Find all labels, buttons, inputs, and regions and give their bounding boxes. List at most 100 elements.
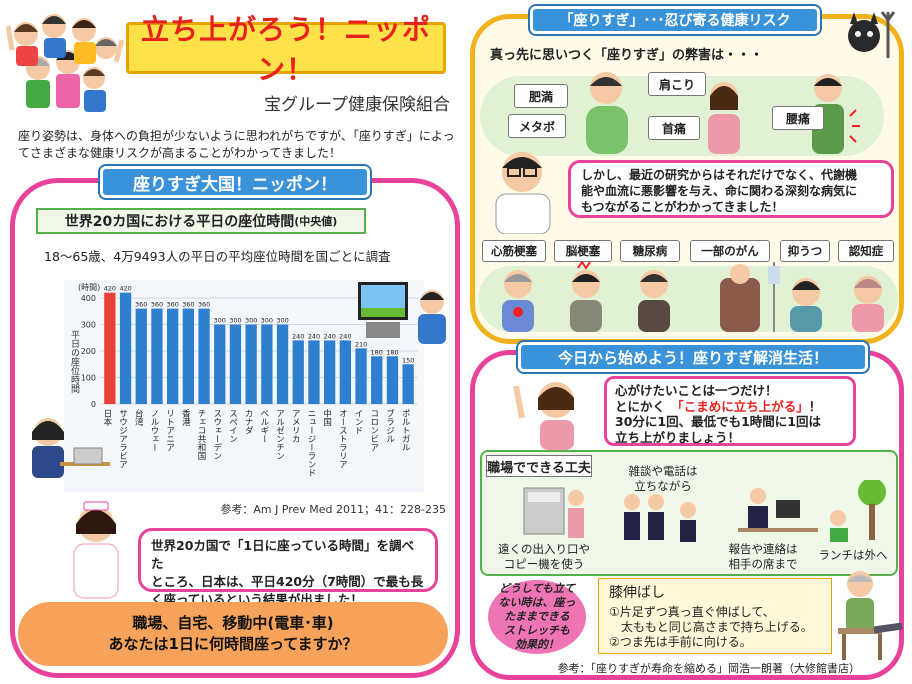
- tip-line: 心がけたいことは一つだけ！: [615, 383, 778, 398]
- oval-line: 職場、自宅、移動中(電車･車): [132, 614, 334, 632]
- chart-bar: [308, 340, 320, 404]
- chart-title-text: 世界20カ国における平日の座位時間: [64, 214, 295, 230]
- chart-category-label: ポルトガル: [400, 409, 410, 452]
- tip-line: 30分に1回、最低でも1時間に1回は: [615, 414, 821, 429]
- chart-value-label: 240: [339, 332, 351, 340]
- chart-value-label: 300: [229, 317, 241, 325]
- work-tip-line: 報告や連絡は: [728, 542, 798, 556]
- tip-prefix: とにかく: [615, 398, 678, 414]
- chart-category-label: チェコ共和国: [196, 409, 206, 461]
- chart-category-label: 日本: [102, 409, 112, 427]
- disease-stroke: 脳梗塞: [554, 240, 612, 262]
- ailment-stiff-shoulders: 肩こり: [648, 72, 706, 96]
- chart-title-suffix: (中央値): [294, 215, 338, 228]
- workplace-tips-title: 職場でできる工夫: [486, 455, 592, 477]
- chart-category-label: ニュージーランド: [306, 409, 316, 477]
- chart-bar: [166, 308, 179, 404]
- chart-value-label: 360: [198, 301, 210, 309]
- family-illustration: [5, 6, 125, 116]
- chart-category-label: 台湾: [133, 408, 143, 427]
- chart-bar: [119, 292, 132, 404]
- chart-value-label: 360: [151, 301, 163, 309]
- chart-category-label: ブラジル: [384, 408, 394, 443]
- stretch-note-line: たままできる: [504, 610, 570, 623]
- stretch-note-line: ストレッチも: [504, 624, 570, 637]
- chart-value-label: 180: [371, 348, 383, 356]
- tip-emphasis: 「こまめに立ち上がる」: [677, 398, 809, 414]
- chart-value-label: 300: [245, 317, 257, 325]
- chart-category-label: オーストラリア: [337, 409, 347, 469]
- disease-myocardial-infarction: 心筋梗塞: [482, 240, 546, 262]
- disease-depression: 抑うつ: [780, 240, 830, 262]
- chart-y-tick: 100: [81, 374, 96, 383]
- ailment-neck-pain: 首痛: [648, 116, 700, 140]
- japan-result-bubble: 世界20カ国で「1日に座っている時間」を調べた ところ、日本は、平日420分（7…: [138, 528, 438, 607]
- chart-value-label: 420: [104, 285, 116, 293]
- chart-value-label: 210: [355, 340, 367, 348]
- sitting-nation-banner: 座りすぎ大国！ニッポン！: [100, 166, 370, 198]
- work-tip-line: 相手の席まで: [728, 557, 798, 571]
- sick-people-illustration: [490, 260, 894, 334]
- work-tip-report-in-person: 報告や連絡は 相手の席まで: [718, 542, 808, 572]
- chart-value-label: 240: [292, 332, 304, 340]
- knee-stretch-box: 膝伸ばし ①片足ずつ真っ直ぐ伸ばして、 太ももと同じ高さまで持ち上げる。 ②つま…: [598, 578, 832, 654]
- chart-bar: [323, 340, 336, 404]
- chart-category-label: カナダ: [243, 409, 253, 435]
- chart-bar: [402, 364, 414, 404]
- chart-value-label: 150: [402, 356, 414, 364]
- chart-category-label: スペイン: [227, 409, 237, 443]
- elderly-stretching-illustration: [830, 566, 904, 662]
- work-tip-line: 雑談や電話は: [628, 464, 698, 478]
- stretch-note-line: ない時は、座っ: [498, 596, 576, 609]
- chart-value-label: 360: [182, 301, 194, 309]
- ailment-obesity: 肥満: [514, 84, 568, 108]
- ailment-metabolic: メタボ: [508, 114, 566, 138]
- chart-reference: 参考：Am J Prev Med 2011；41：228-235: [220, 503, 446, 516]
- chart-value-label: 420: [119, 285, 131, 293]
- knee-stretch-step: ①片足ずつ真っ直ぐ伸ばして、: [609, 605, 775, 619]
- stretch-note-bubble: どうしても立て ない時は、座っ たままできる ストレッチも 効果的！: [488, 580, 586, 654]
- chart-bar: [245, 324, 257, 404]
- chart-bar: [261, 324, 273, 404]
- serious-disease-bubble: しかし、最近の研究からはそれだけでなく、代謝機 能や血流に悪影響を与え、命に関わ…: [568, 160, 894, 218]
- intro-text: 座り姿勢は、身体への負担が少ないように思われがちですが、「座りすぎ」によってさま…: [18, 129, 455, 160]
- chart-value-label: 240: [308, 332, 320, 340]
- question-oval: 職場、自宅、移動中(電車･車) あなたは1日に何時間座ってますか？: [18, 602, 448, 666]
- chart-value-label: 180: [386, 348, 398, 356]
- chart-category-label: コロンビア: [369, 409, 379, 452]
- kids-playing-game-illustration: [356, 280, 452, 356]
- chart-y-tick: 200: [81, 347, 96, 356]
- chart-value-label: 300: [214, 317, 226, 325]
- chart-bar: [371, 356, 383, 404]
- chart-value-label: 300: [276, 317, 288, 325]
- disease-cloud: [478, 266, 898, 332]
- chart-bar: [339, 340, 352, 404]
- stretch-note-line: 効果的！: [515, 638, 559, 651]
- work-tip-chat-standing: 雑談や電話は 立ちながら: [618, 464, 708, 494]
- chart-y-tick: 300: [81, 321, 96, 330]
- knee-stretch-step: ②つま先は手前に向ける。: [609, 635, 752, 649]
- disease-dementia: 認知症: [838, 240, 894, 262]
- chart-bar: [182, 308, 195, 404]
- chart-y-label: 平日の座位時間: [69, 330, 80, 394]
- disease-diabetes: 糖尿病: [620, 240, 680, 262]
- chart-value-label: 240: [323, 332, 335, 340]
- chart-category-label: 中国: [322, 408, 332, 427]
- chart-bar: [135, 308, 147, 404]
- chart-category-label: 香港: [180, 408, 190, 427]
- stretch-note-line: どうしても立て: [498, 582, 576, 595]
- bubble-line: もつながることがわかってきました！: [581, 200, 784, 214]
- work-tip-line: 立ちながら: [634, 479, 692, 493]
- book-reference: 参考：「座りすぎが寿命を縮める」岡浩一朗著（大修館書店）: [557, 662, 861, 675]
- work-tip-line: ランチは外へ: [818, 548, 888, 562]
- tip-line: 立ち上がりましょう！: [615, 429, 741, 445]
- chart-y-unit: (時間): [78, 283, 100, 292]
- chart-category-label: ノルウェー: [149, 409, 159, 452]
- chart-category-label: アルゼンチン: [275, 409, 285, 460]
- chart-bar: [229, 324, 242, 404]
- chart-category-label: インド: [353, 409, 363, 435]
- chart-bar: [104, 292, 116, 404]
- bubble-line: 世界20カ国で「1日に座っている時間」を調べた: [151, 538, 414, 571]
- page-title: 立ち上がろう！ニッポン！: [126, 13, 446, 86]
